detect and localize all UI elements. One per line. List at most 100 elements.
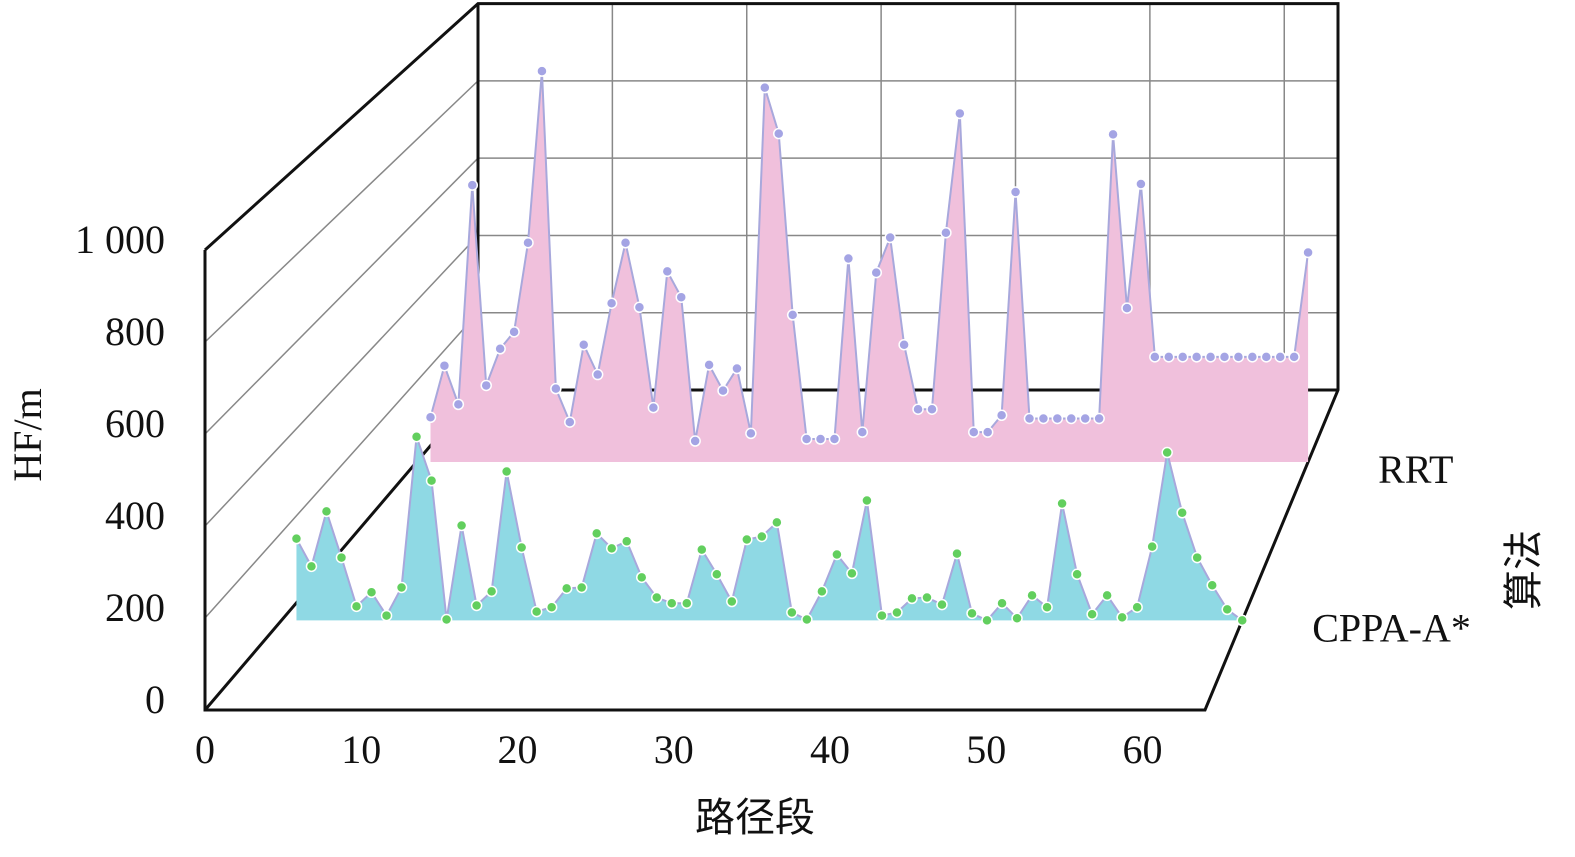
grid-line (204, 157, 479, 435)
marker (1121, 302, 1133, 314)
marker (675, 291, 687, 303)
marker (1135, 178, 1147, 190)
marker (530, 605, 543, 618)
marker (455, 519, 468, 532)
marker (1149, 351, 1161, 363)
marker (619, 237, 632, 249)
marker (1107, 128, 1119, 141)
marker (590, 527, 603, 540)
marker (564, 416, 576, 428)
marker (424, 411, 437, 424)
marker (981, 426, 994, 438)
marker (906, 592, 918, 605)
marker (996, 597, 1008, 610)
x-tick-label: 30 (654, 727, 694, 772)
marker (651, 591, 663, 604)
x-tick-label: 60 (1123, 727, 1163, 772)
marker (591, 368, 604, 381)
marker (828, 433, 841, 445)
y-tick-label: 800 (105, 309, 165, 354)
marker (1023, 412, 1036, 425)
marker (1191, 551, 1203, 564)
marker (1190, 351, 1203, 363)
marker (1146, 540, 1158, 553)
marker (620, 535, 633, 548)
marker (515, 541, 528, 554)
grid-line (204, 80, 479, 343)
marker (1176, 351, 1189, 363)
marker (1026, 589, 1038, 602)
marker (995, 409, 1008, 422)
marker (480, 379, 492, 392)
x-axis-title: 路径段 (695, 795, 815, 840)
marker (1232, 351, 1245, 363)
y-tick-label: 1 000 (75, 217, 165, 262)
marker (876, 609, 888, 622)
line (429, 71, 1310, 442)
marker (661, 265, 674, 278)
marker (560, 582, 573, 595)
marker (741, 533, 753, 546)
marker (666, 597, 678, 610)
marker (452, 398, 465, 411)
marker (936, 598, 948, 611)
marker (605, 542, 618, 555)
marker (1041, 601, 1053, 613)
marker (635, 571, 648, 584)
marker (290, 532, 303, 545)
marker (884, 231, 896, 244)
marker (870, 266, 883, 279)
marker (759, 81, 771, 94)
marker (1302, 246, 1314, 259)
y-tick-label: 200 (105, 585, 165, 630)
marker (861, 494, 873, 507)
marker (425, 474, 438, 487)
marker (1176, 506, 1188, 519)
x-tick-label: 50 (966, 727, 1006, 772)
marker (786, 606, 798, 619)
marker (814, 433, 827, 445)
marker (816, 585, 828, 598)
marker (466, 179, 479, 191)
marker (1056, 497, 1068, 510)
marker (771, 516, 783, 529)
marker (696, 543, 708, 556)
y-tick-label: 0 (145, 677, 165, 722)
marker (1204, 351, 1217, 363)
marker (647, 401, 660, 414)
marker (981, 614, 993, 627)
marker (508, 326, 520, 338)
marker (605, 297, 618, 309)
marker (577, 338, 590, 351)
marker (954, 107, 966, 120)
marker (1116, 611, 1128, 624)
marker (485, 585, 498, 598)
marker (1260, 351, 1273, 363)
grid-line (204, 312, 479, 619)
marker (536, 65, 548, 77)
marker (575, 581, 588, 594)
marker (440, 613, 453, 626)
marker (1163, 351, 1175, 363)
marker (1161, 446, 1173, 459)
x-tick-label: 10 (341, 727, 381, 772)
marker (1101, 589, 1113, 602)
marker (1288, 351, 1300, 363)
marker (940, 226, 952, 239)
marker (1274, 351, 1286, 363)
marker (1037, 412, 1050, 425)
marker (800, 433, 813, 445)
marker (1071, 568, 1083, 581)
marker (633, 301, 646, 314)
marker (305, 560, 318, 573)
marker (951, 547, 963, 560)
marker (842, 252, 855, 265)
marker (726, 595, 738, 608)
marker (500, 465, 513, 478)
marker (756, 530, 768, 543)
marker (380, 609, 393, 622)
marker (966, 607, 978, 620)
marker (745, 427, 757, 440)
marker (856, 426, 869, 438)
